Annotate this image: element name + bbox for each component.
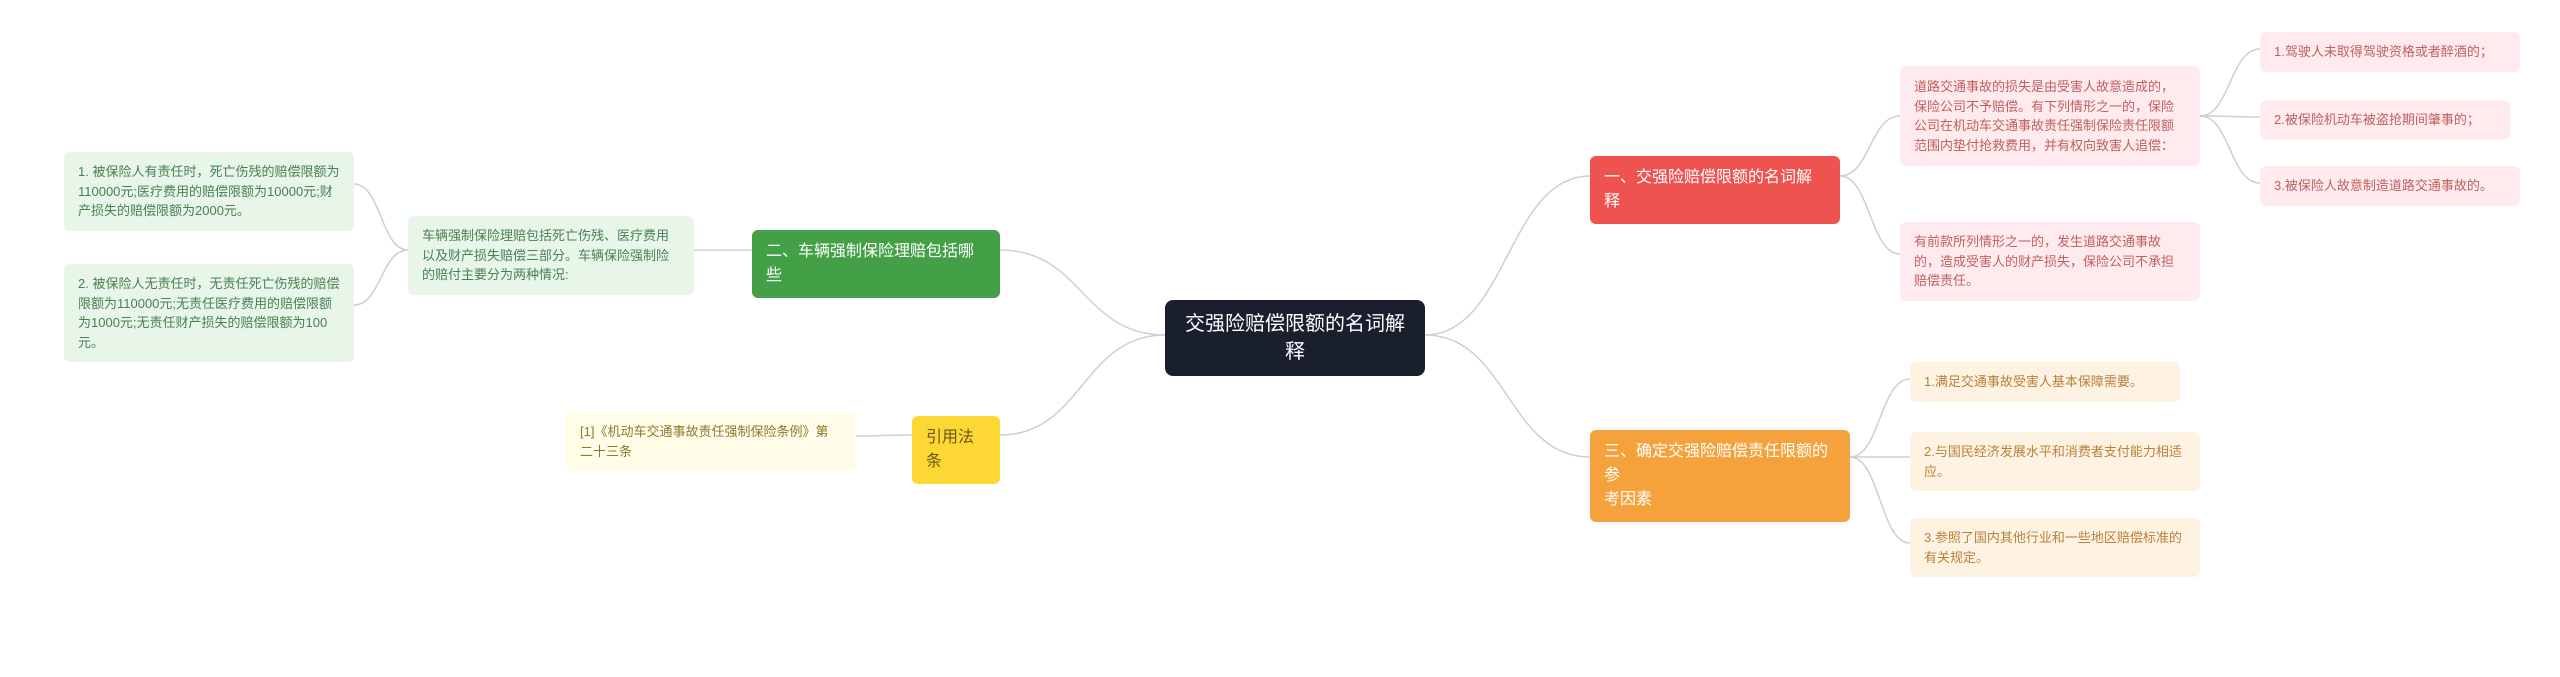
b1c1: 道路交通事故的损失是由受害人故意造成的，保险公司不予赔偿。有下列情形之一的，保险…: [1900, 66, 2200, 166]
b1c1a: 1.驾驶人未取得驾驶资格或者醉酒的；: [2260, 32, 2520, 72]
b3: 三、确定交强险赔偿责任限额的参考因素: [1590, 430, 1850, 522]
b3c1: 1.满足交通事故受害人基本保障需要。: [1910, 362, 2180, 402]
b3c3: 3.参照了国内其他行业和一些地区赔偿标准的有关规定。: [1910, 518, 2200, 577]
b2c1a: 1. 被保险人有责任时，死亡伤残的赔偿限额为110000元;医疗费用的赔偿限额为…: [64, 152, 354, 231]
b2: 二、车辆强制保险理赔包括哪些: [752, 230, 1000, 298]
b1c1b: 2.被保险机动车被盗抢期间肇事的；: [2260, 100, 2510, 140]
b2c1b: 2. 被保险人无责任时，无责任死亡伤残的赔偿限额为110000元;无责任医疗费用…: [64, 264, 354, 362]
b1c1c: 3.被保险人故意制造道路交通事故的。: [2260, 166, 2520, 206]
b1c2: 有前款所列情形之一的，发生道路交通事故的，造成受害人的财产损失，保险公司不承担赔…: [1900, 222, 2200, 301]
bref: 引用法条: [912, 416, 1000, 484]
b3c2: 2.与国民经济发展水平和消费者支付能力相适应。: [1910, 432, 2200, 491]
b2c1: 车辆强制保险理赔包括死亡伤残、医疗费用以及财产损失赔偿三部分。车辆保险强制险的赔…: [408, 216, 694, 295]
brefc1: [1]《机动车交通事故责任强制保险条例》第二十三条: [566, 412, 856, 471]
b1: 一、交强险赔偿限额的名词解释: [1590, 156, 1840, 224]
center-node: 交强险赔偿限额的名词解释: [1165, 300, 1425, 376]
